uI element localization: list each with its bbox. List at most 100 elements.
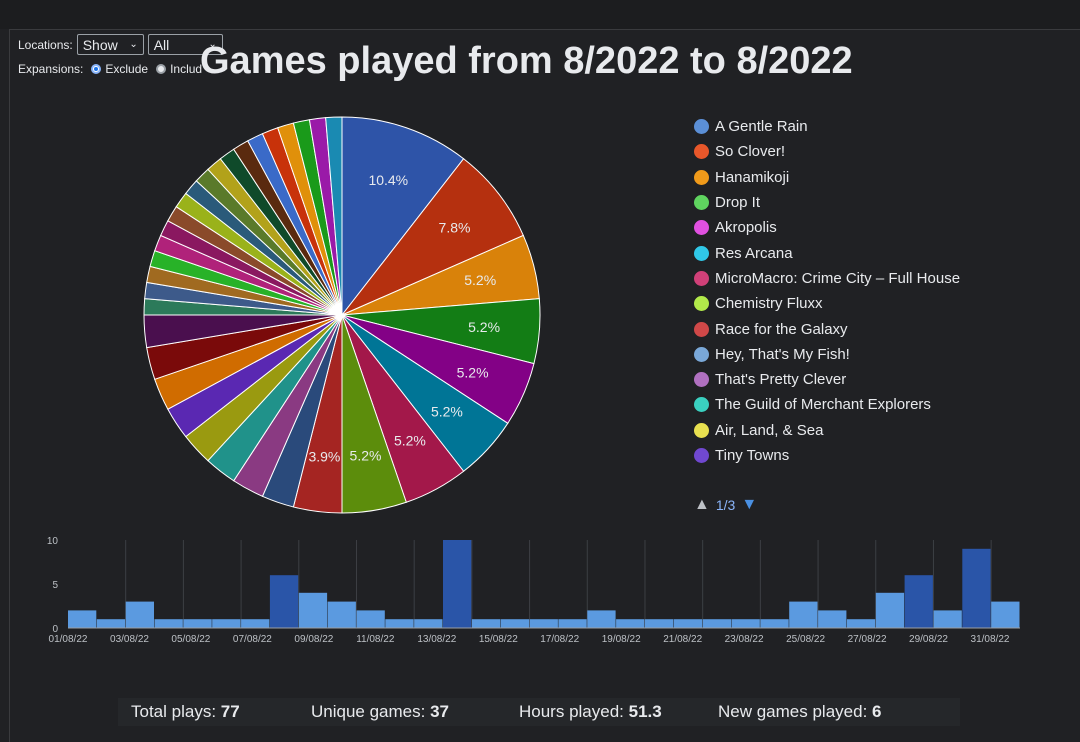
bar[interactable] (673, 619, 703, 628)
bar[interactable] (154, 619, 183, 628)
bar[interactable] (500, 619, 529, 628)
legend-swatch (694, 245, 709, 261)
bar[interactable] (443, 540, 472, 628)
bar[interactable] (904, 575, 933, 628)
legend-item[interactable]: Tiny Towns (694, 443, 960, 468)
triangle-up-icon[interactable]: ▲ (694, 496, 710, 513)
bar[interactable] (385, 619, 414, 628)
bar[interactable] (587, 610, 616, 628)
bar[interactable] (789, 601, 818, 628)
pie-data-label: 7.8% (439, 219, 471, 235)
bar[interactable] (298, 592, 328, 628)
triangle-down-icon[interactable]: ▼ (741, 496, 758, 513)
stat-new-games: New games played: 6 (718, 702, 882, 722)
legend-item[interactable]: Drop It (694, 190, 960, 215)
x-tick-label: 15/08/22 (479, 634, 518, 645)
bar[interactable] (241, 619, 270, 628)
x-tick-label: 29/08/22 (909, 634, 948, 645)
legend-item[interactable]: Res Arcana (694, 240, 960, 265)
locations-select-value: Show (82, 36, 118, 53)
x-tick-label: 19/08/22 (602, 634, 641, 645)
filter-select[interactable]: All ⌄ (147, 34, 223, 55)
filter-select-value: All (153, 36, 170, 53)
exclude-radio[interactable] (91, 64, 102, 74)
legend-swatch (694, 144, 709, 160)
total-plays-label: Total plays: (131, 702, 221, 721)
bar[interactable] (356, 610, 385, 628)
bar[interactable] (96, 619, 126, 628)
x-tick-label: 09/08/22 (294, 634, 333, 645)
bar[interactable] (212, 619, 241, 628)
legend-swatch (694, 220, 709, 236)
x-tick-label: 11/08/22 (356, 634, 395, 645)
legend-swatch (694, 270, 709, 286)
legend-label: The Guild of Merchant Explorers (715, 396, 931, 414)
x-tick-label: 17/08/22 (540, 634, 579, 645)
include-radio[interactable] (156, 64, 167, 74)
bar[interactable] (645, 619, 674, 628)
bar[interactable] (68, 610, 97, 628)
bar[interactable] (702, 619, 731, 628)
pie-data-label: 5.2% (468, 319, 500, 335)
legend-page-label: 1/3 (715, 497, 736, 513)
bar[interactable] (846, 619, 876, 628)
bar[interactable] (818, 610, 847, 628)
bar[interactable] (962, 548, 991, 628)
bar[interactable] (269, 575, 299, 628)
legend-item[interactable]: A Gentle Rain (694, 114, 960, 139)
chevron-down-icon: ⌄ (208, 39, 217, 50)
bar[interactable] (760, 619, 789, 628)
bar[interactable] (875, 592, 905, 628)
chevron-down-icon: ⌄ (129, 39, 138, 50)
legend-item[interactable]: The Guild of Merchant Explorers (694, 392, 960, 417)
pie-slice[interactable] (325, 116, 343, 316)
filter-controls: Locations: Show ⌄ All ⌄ Expansions: Excl… (18, 33, 223, 80)
new-games-label: New games played: (718, 702, 873, 721)
bar[interactable] (558, 619, 587, 628)
pie-slice[interactable] (341, 116, 465, 317)
stat-unique-games: Unique games: 37 (311, 702, 449, 722)
legend-item[interactable]: Hey, That's My Fish! (694, 342, 960, 367)
bar[interactable] (731, 619, 760, 628)
pie-data-label: 5.2% (431, 404, 463, 420)
y-tick-label: 0 (52, 624, 58, 635)
bar[interactable] (991, 601, 1020, 628)
pie-slice[interactable] (341, 158, 524, 316)
total-plays-value: 77 (220, 702, 240, 721)
bar[interactable] (183, 619, 212, 628)
chart-title: Games played from 8/2022 to 8/2022 (200, 40, 853, 82)
y-tick-label: 5 (52, 580, 58, 591)
legend-item[interactable]: Race for the Galaxy (694, 316, 960, 341)
bar[interactable] (414, 619, 443, 628)
legend-label: A Gentle Rain (715, 118, 808, 136)
x-tick-label: 21/08/22 (663, 634, 702, 645)
legend-label: Hey, That's My Fish! (715, 345, 850, 363)
unique-games-label: Unique games: (311, 702, 431, 721)
bar[interactable] (529, 619, 558, 628)
legend-swatch (694, 372, 709, 388)
top-bar (0, 0, 1080, 29)
include-label: Includ (170, 62, 203, 76)
legend-item[interactable]: MicroMacro: Crime City – Full House (694, 266, 960, 291)
bar[interactable] (327, 601, 356, 628)
legend-item[interactable]: Hanamikoji (694, 165, 960, 190)
legend-item[interactable]: That's Pretty Clever (694, 367, 960, 392)
bar[interactable] (933, 610, 962, 628)
bar[interactable] (471, 619, 501, 628)
legend-swatch (694, 169, 709, 185)
legend-label: Akropolis (715, 219, 777, 237)
legend-swatch (694, 119, 709, 135)
pie-chart: 10.4% 7.8% 5.2% 5.2% 5.2% 5.2% 5.2% 5.2% 3.9% (143, 116, 541, 514)
x-tick-label: 25/08/22 (786, 634, 825, 645)
bar[interactable] (125, 601, 154, 628)
bar[interactable] (616, 619, 645, 628)
legend-item[interactable]: Air, Land, & Sea (694, 418, 960, 443)
unique-games-value: 37 (430, 702, 449, 721)
locations-select[interactable]: Show ⌄ (76, 34, 144, 55)
legend-item[interactable]: So Clover! (694, 139, 960, 164)
legend-label: That's Pretty Clever (715, 371, 847, 389)
legend-item[interactable]: Chemistry Fluxx (694, 291, 960, 316)
pie-data-label: 5.2% (457, 364, 489, 380)
legend-item[interactable]: Akropolis (694, 215, 960, 240)
y-tick-label: 10 (47, 536, 59, 547)
